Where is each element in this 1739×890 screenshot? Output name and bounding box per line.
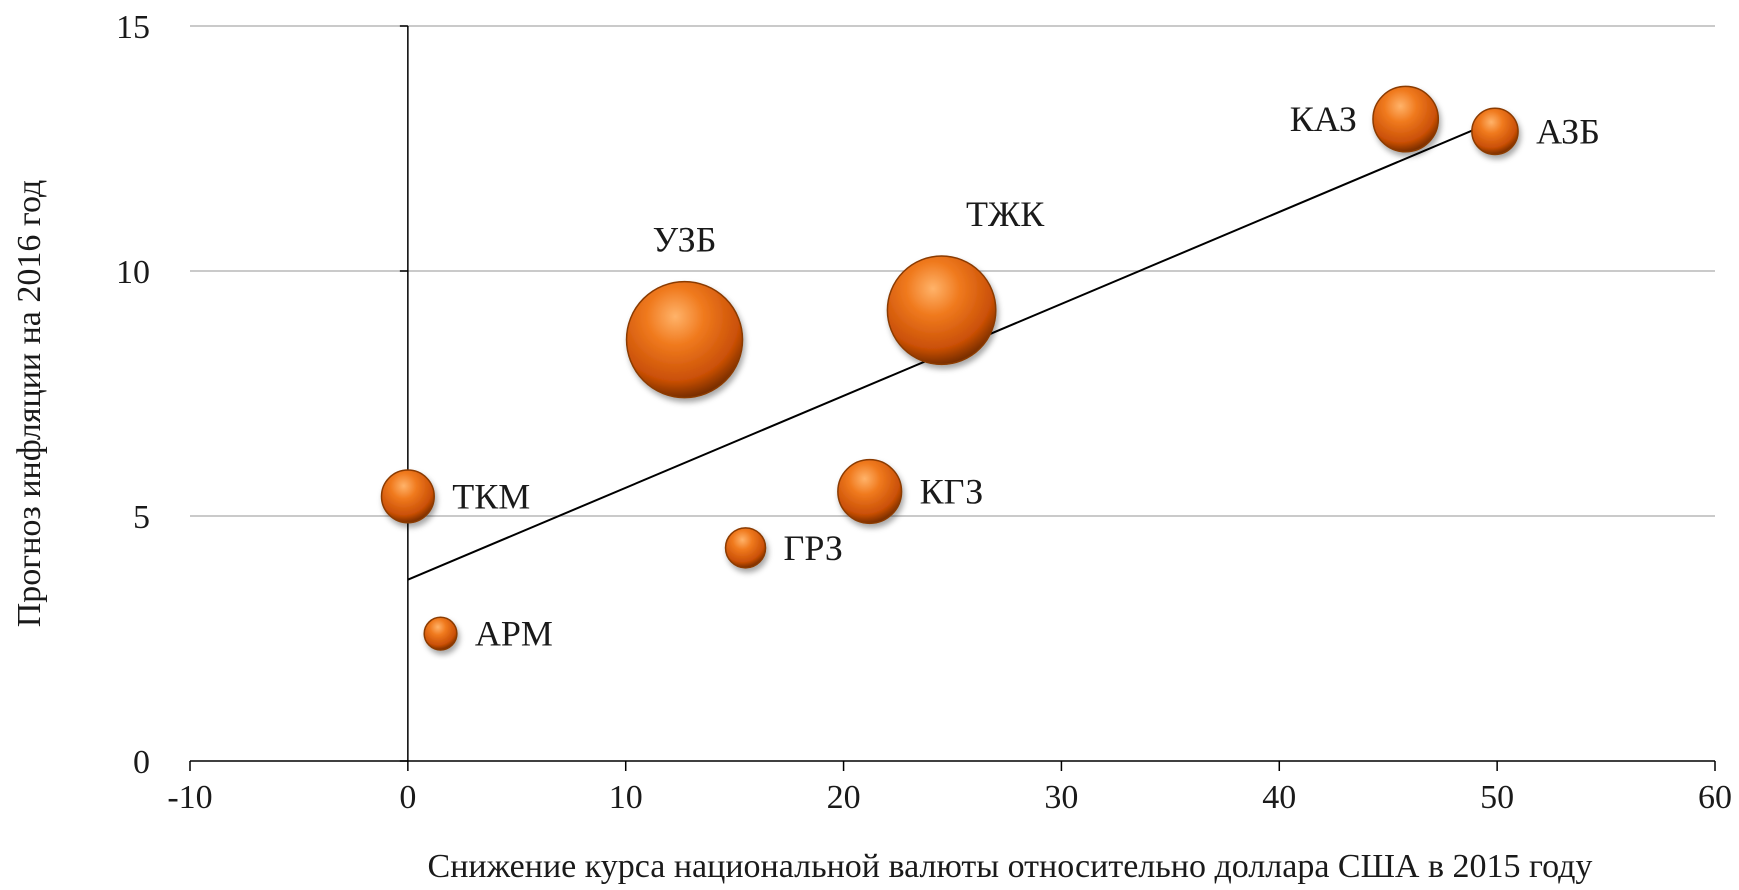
bubble-label: ТКМ bbox=[452, 476, 530, 516]
bubble-label: АРМ bbox=[475, 614, 553, 654]
x-tick-label: 60 bbox=[1698, 779, 1732, 816]
y-tick-label: 15 bbox=[116, 9, 150, 46]
bubble-ТКМ bbox=[380, 469, 435, 524]
bubble-label: ГРЗ bbox=[784, 528, 843, 568]
y-tick-label: 10 bbox=[116, 254, 150, 291]
bubble-АРМ bbox=[423, 616, 458, 651]
bubble-КАЗ bbox=[1372, 85, 1440, 153]
bubble-label: КАЗ bbox=[1290, 99, 1357, 139]
bubble-УЗБ bbox=[625, 280, 744, 399]
tick-labels: -10 0 10 20 30 40 50 60 0 5 10 15 bbox=[116, 9, 1732, 816]
bubble-label: АЗБ bbox=[1536, 111, 1600, 151]
axes bbox=[189, 25, 1716, 771]
y-axis-title: Прогноз инфляции на 2016 год bbox=[11, 180, 48, 628]
bubble-ГРЗ bbox=[724, 527, 767, 569]
bubble-label: УЗБ bbox=[653, 220, 717, 260]
bubble-label: ТЖК bbox=[966, 194, 1045, 234]
y-tick-label: 5 bbox=[133, 499, 150, 536]
x-tick-label: 0 bbox=[399, 779, 416, 816]
bubble-ТЖК bbox=[886, 255, 997, 366]
y-tick-label: 0 bbox=[133, 744, 150, 781]
bubble-КГЗ bbox=[837, 458, 903, 525]
x-tick-label: 50 bbox=[1480, 779, 1514, 816]
bubble-АЗБ bbox=[1471, 107, 1519, 156]
x-tick-label: 20 bbox=[827, 779, 861, 816]
bubble-label: КГЗ bbox=[920, 472, 984, 512]
x-tick-label: 30 bbox=[1044, 779, 1078, 816]
bubbles: ТКМ АРМ УЗБ ГРЗ КГЗ ТЖК КАЗ АЗБ bbox=[380, 85, 1600, 654]
x-tick-label: 10 bbox=[609, 779, 643, 816]
x-axis-title: Снижение курса национальной валюты относ… bbox=[428, 848, 1593, 885]
x-tick-label: 40 bbox=[1262, 779, 1296, 816]
x-tick-label: -10 bbox=[167, 779, 212, 816]
